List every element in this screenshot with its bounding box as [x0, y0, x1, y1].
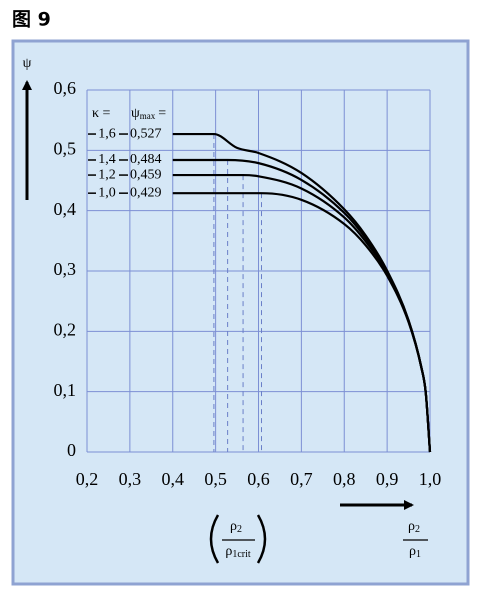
- x-tick-label: 0,5: [204, 469, 227, 489]
- x-tick-label: 1,0: [419, 469, 442, 489]
- eq: =: [158, 106, 166, 121]
- kappa-header: κ =: [92, 106, 111, 121]
- crit-den: ρ1crit: [225, 544, 251, 560]
- x-tick-label: 0,9: [376, 469, 399, 489]
- marks: [172, 132, 432, 453]
- x-label-den: ρ1: [409, 544, 421, 560]
- y-tick-label: 0,6: [54, 78, 77, 98]
- kappa-label: 1,6: [98, 126, 116, 141]
- psi-max-header: ψmax =: [131, 106, 166, 121]
- paren-left: [209, 514, 220, 564]
- x-label: ρ2 ρ1: [403, 519, 428, 560]
- x-tick-label: 0,4: [162, 469, 185, 489]
- sub: 1: [416, 549, 421, 560]
- sub: 1crit: [232, 549, 251, 560]
- x-tick-label: 0,7: [290, 469, 313, 489]
- y-tick-label: 0,5: [54, 138, 77, 158]
- crit-label: ρ2 ρ1crit: [209, 514, 267, 564]
- curve: [172, 192, 432, 453]
- psi-max-label: 0,484: [130, 152, 162, 167]
- psi-max-label: 0,527: [130, 126, 162, 141]
- x-tick-label: 0,8: [333, 469, 356, 489]
- sub: max: [140, 111, 156, 121]
- y-tick-label: 0,3: [54, 259, 77, 279]
- rho: ρ: [408, 519, 415, 534]
- rho: ρ: [230, 519, 237, 534]
- frame: [11, 39, 470, 586]
- x-tick-label: 0,6: [247, 469, 270, 489]
- x-label-num: ρ2: [408, 519, 420, 535]
- x-tick-label: 0,3: [119, 469, 142, 489]
- sub: 2: [415, 524, 420, 535]
- kappa-label: 1,2: [98, 167, 116, 182]
- psi-max-label: 0,459: [130, 167, 162, 182]
- y-label: ψ: [23, 56, 32, 71]
- crit-num: ρ2: [230, 519, 242, 535]
- y-tick-label: 0,2: [54, 319, 77, 339]
- paren-right: [256, 514, 267, 564]
- y-tick-label: 0,4: [54, 199, 77, 219]
- sub: 2: [237, 524, 242, 535]
- x-tick-label: 0,2: [76, 469, 99, 489]
- grid: [86, 89, 431, 453]
- psi: ψ: [131, 106, 140, 121]
- chart-title: 图 9: [12, 9, 51, 31]
- y-tick-label: 0: [67, 440, 76, 460]
- y-tick-label: 0,1: [54, 380, 77, 400]
- kappa-label: 1,0: [98, 185, 116, 200]
- rho: ρ: [409, 544, 416, 559]
- kappa-label: 1,4: [98, 152, 116, 167]
- psi-max-label: 0,429: [130, 185, 162, 200]
- rho: ρ: [225, 544, 232, 559]
